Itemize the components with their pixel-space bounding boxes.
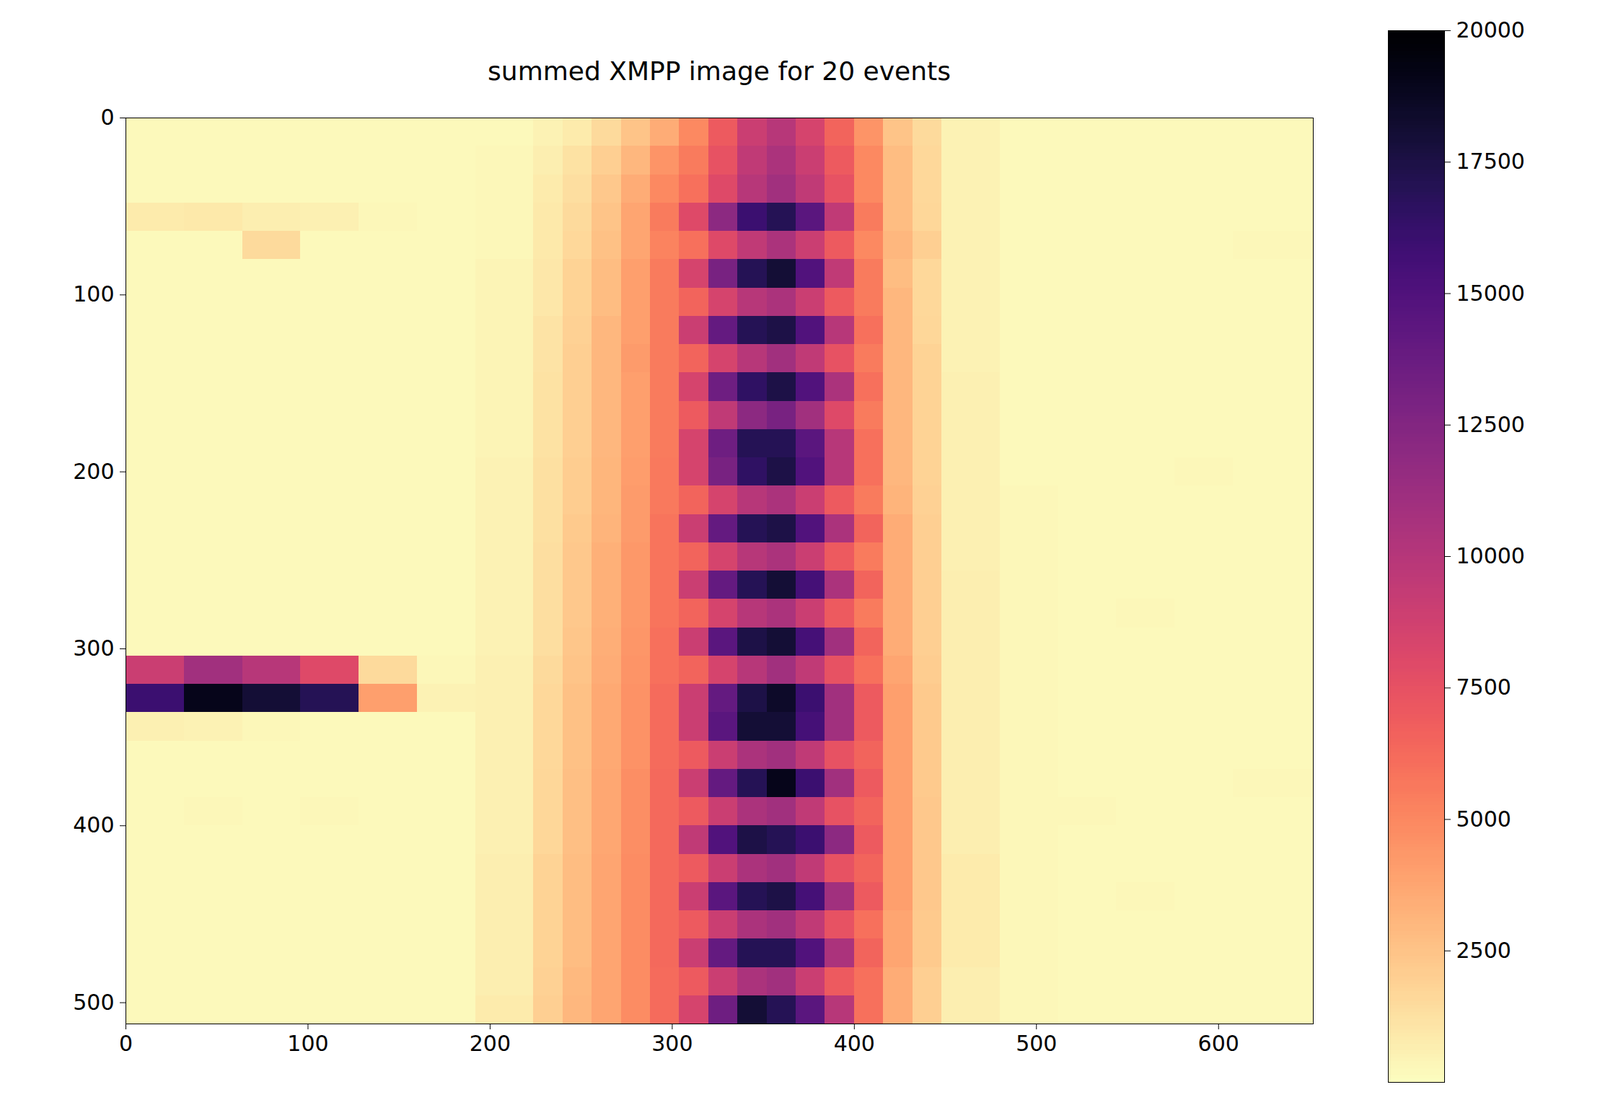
svg-text:0: 0 bbox=[119, 1030, 133, 1057]
svg-text:17500: 17500 bbox=[1456, 148, 1525, 174]
svg-text:12500: 12500 bbox=[1456, 411, 1525, 438]
svg-text:200: 200 bbox=[72, 458, 114, 485]
svg-text:500: 500 bbox=[72, 989, 114, 1015]
svg-text:20000: 20000 bbox=[1456, 17, 1525, 43]
svg-text:15000: 15000 bbox=[1456, 280, 1525, 306]
svg-text:100: 100 bbox=[287, 1030, 329, 1057]
svg-text:600: 600 bbox=[1198, 1030, 1240, 1057]
svg-text:10000: 10000 bbox=[1456, 543, 1525, 569]
svg-text:0: 0 bbox=[100, 104, 114, 130]
svg-text:300: 300 bbox=[651, 1030, 693, 1057]
svg-text:400: 400 bbox=[833, 1030, 876, 1057]
svg-text:400: 400 bbox=[72, 812, 114, 838]
svg-text:500: 500 bbox=[1015, 1030, 1057, 1057]
svg-text:5000: 5000 bbox=[1456, 806, 1512, 832]
svg-text:2500: 2500 bbox=[1456, 937, 1512, 964]
svg-text:100: 100 bbox=[72, 281, 114, 307]
svg-text:7500: 7500 bbox=[1456, 674, 1512, 700]
svg-text:200: 200 bbox=[469, 1030, 511, 1057]
html-text:summed XMPP image for 20 event: summed XMPP image for 20 events bbox=[487, 56, 951, 86]
svg-text:300: 300 bbox=[72, 635, 114, 661]
